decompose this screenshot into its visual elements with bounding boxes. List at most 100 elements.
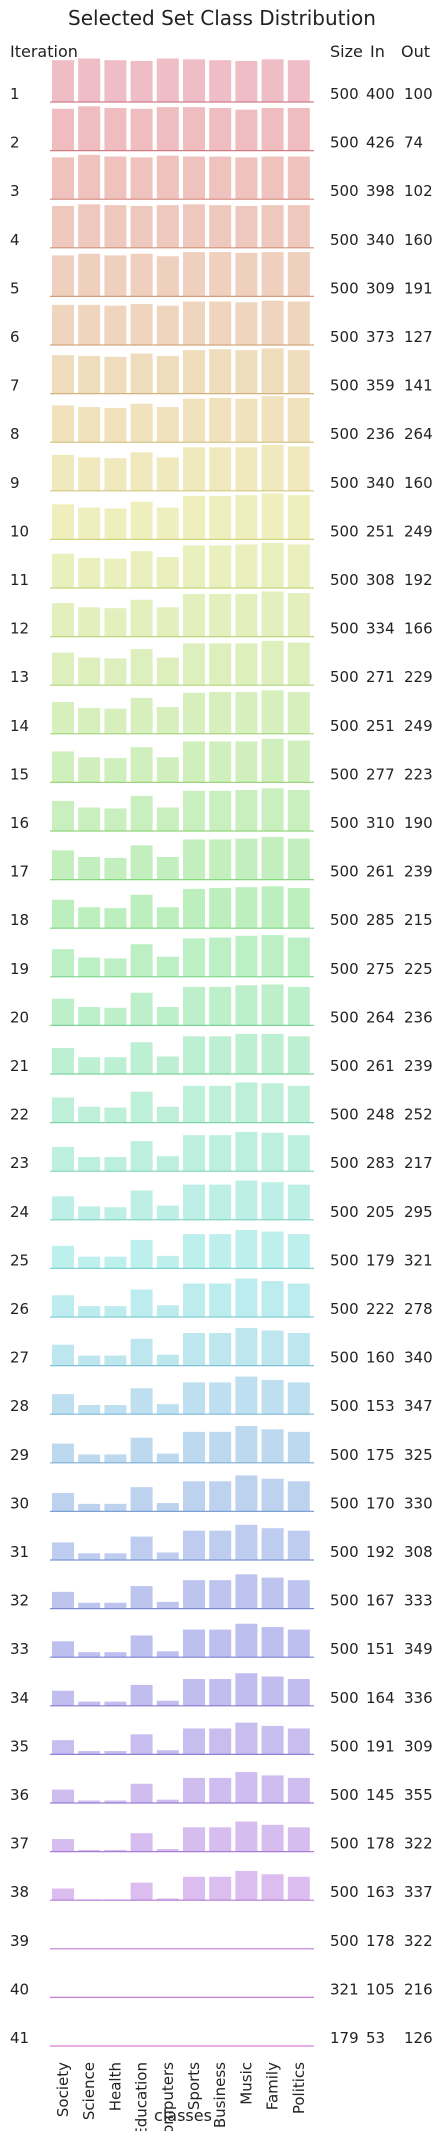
class-bar (52, 255, 74, 297)
class-bar (209, 839, 232, 880)
class-bar (156, 956, 179, 977)
class-bar (104, 356, 127, 394)
size-value: 500 (330, 182, 359, 200)
class-bar (261, 1330, 284, 1366)
class-bar (52, 504, 74, 540)
iteration-label: 16 (10, 814, 29, 832)
class-bar (235, 350, 258, 394)
iteration-row: 8 500 236 264 (10, 396, 433, 443)
out-value: 160 (404, 474, 433, 492)
in-value: 151 (366, 1640, 395, 1658)
iteration-row: 13 500 271 229 (10, 640, 433, 686)
class-bar (104, 1156, 127, 1172)
class-bar (183, 545, 205, 588)
class-bar (130, 1388, 153, 1415)
class-bar (78, 707, 101, 734)
class-bar (183, 350, 205, 394)
class-bar (261, 788, 284, 831)
iteration-row: 23 500 283 217 (10, 1131, 433, 1172)
class-bar (235, 544, 258, 588)
class-bar (78, 58, 101, 102)
out-value: 249 (404, 717, 433, 735)
iteration-label: 39 (10, 1932, 29, 1950)
out-value: 252 (404, 1106, 433, 1124)
class-bar (235, 643, 258, 686)
class-bar (183, 1431, 205, 1463)
class-bar (183, 59, 205, 102)
class-bar (261, 1528, 284, 1560)
class-bar (78, 1057, 101, 1074)
class-bar (183, 888, 205, 929)
class-bar (261, 1874, 284, 1901)
iteration-row: 38 500 163 337 (10, 1870, 433, 1901)
class-bar (287, 1184, 310, 1220)
in-value: 160 (366, 1349, 395, 1367)
iteration-row: 14 500 251 249 (10, 690, 433, 735)
class-bar (104, 758, 127, 783)
class-bar (156, 355, 179, 394)
in-value: 359 (366, 377, 395, 395)
class-bar (104, 156, 127, 200)
in-value: 308 (366, 571, 395, 589)
class-bar (52, 702, 74, 734)
class-bar (78, 1800, 101, 1803)
out-value: 322 (404, 1932, 433, 1950)
class-bar (104, 558, 127, 588)
class-bar (235, 1278, 258, 1317)
class-bar (183, 1036, 205, 1074)
in-value: 285 (366, 911, 395, 929)
in-value: 167 (366, 1592, 395, 1610)
class-bar (209, 495, 232, 540)
in-value: 251 (366, 717, 395, 735)
out-value: 239 (404, 863, 433, 881)
class-bar (287, 544, 310, 588)
iteration-label: 27 (10, 1349, 29, 1367)
class-bar (209, 1234, 232, 1269)
size-value: 500 (330, 522, 359, 540)
class-bar (261, 396, 284, 443)
class-bar (130, 1190, 153, 1220)
class-bar (104, 1751, 127, 1755)
in-value: 163 (366, 1883, 395, 1901)
class-bar (52, 205, 74, 248)
class-bar (209, 1431, 232, 1463)
class-bar (209, 1777, 232, 1803)
class-bar (235, 887, 258, 929)
in-value: 178 (366, 1932, 395, 1950)
iteration-label: 20 (10, 1008, 29, 1026)
class-bar (261, 300, 284, 345)
size-value: 500 (330, 960, 359, 978)
class-bar (209, 1530, 232, 1560)
class-bar (78, 1306, 101, 1317)
out-value: 191 (404, 279, 433, 297)
class-bar (104, 808, 127, 831)
iteration-row: 12 500 334 166 (10, 591, 433, 638)
class-bar (156, 1305, 179, 1317)
size-value: 500 (330, 1300, 359, 1318)
class-bar (235, 691, 258, 734)
out-value: 216 (404, 1980, 433, 1998)
class-bar (52, 157, 74, 200)
size-value: 500 (330, 425, 359, 443)
out-value: 340 (404, 1349, 433, 1367)
size-value: 500 (330, 620, 359, 638)
class-bar (156, 1849, 179, 1852)
class-bar (287, 156, 310, 200)
class-bar (183, 1679, 205, 1706)
size-value: 500 (330, 134, 359, 152)
class-bar (104, 508, 127, 540)
class-bar (130, 1042, 153, 1074)
class-bar (261, 591, 284, 637)
class-bar (287, 1530, 310, 1560)
class-bar (130, 1635, 153, 1658)
class-bar (104, 107, 127, 151)
class-bar (235, 741, 258, 783)
class-bar (156, 1552, 179, 1560)
class-bar (261, 493, 284, 540)
class-bar (130, 452, 153, 491)
class-bar (183, 447, 205, 491)
size-value: 321 (330, 1980, 359, 1998)
class-bar (78, 1206, 101, 1220)
class-bar (104, 1207, 127, 1220)
